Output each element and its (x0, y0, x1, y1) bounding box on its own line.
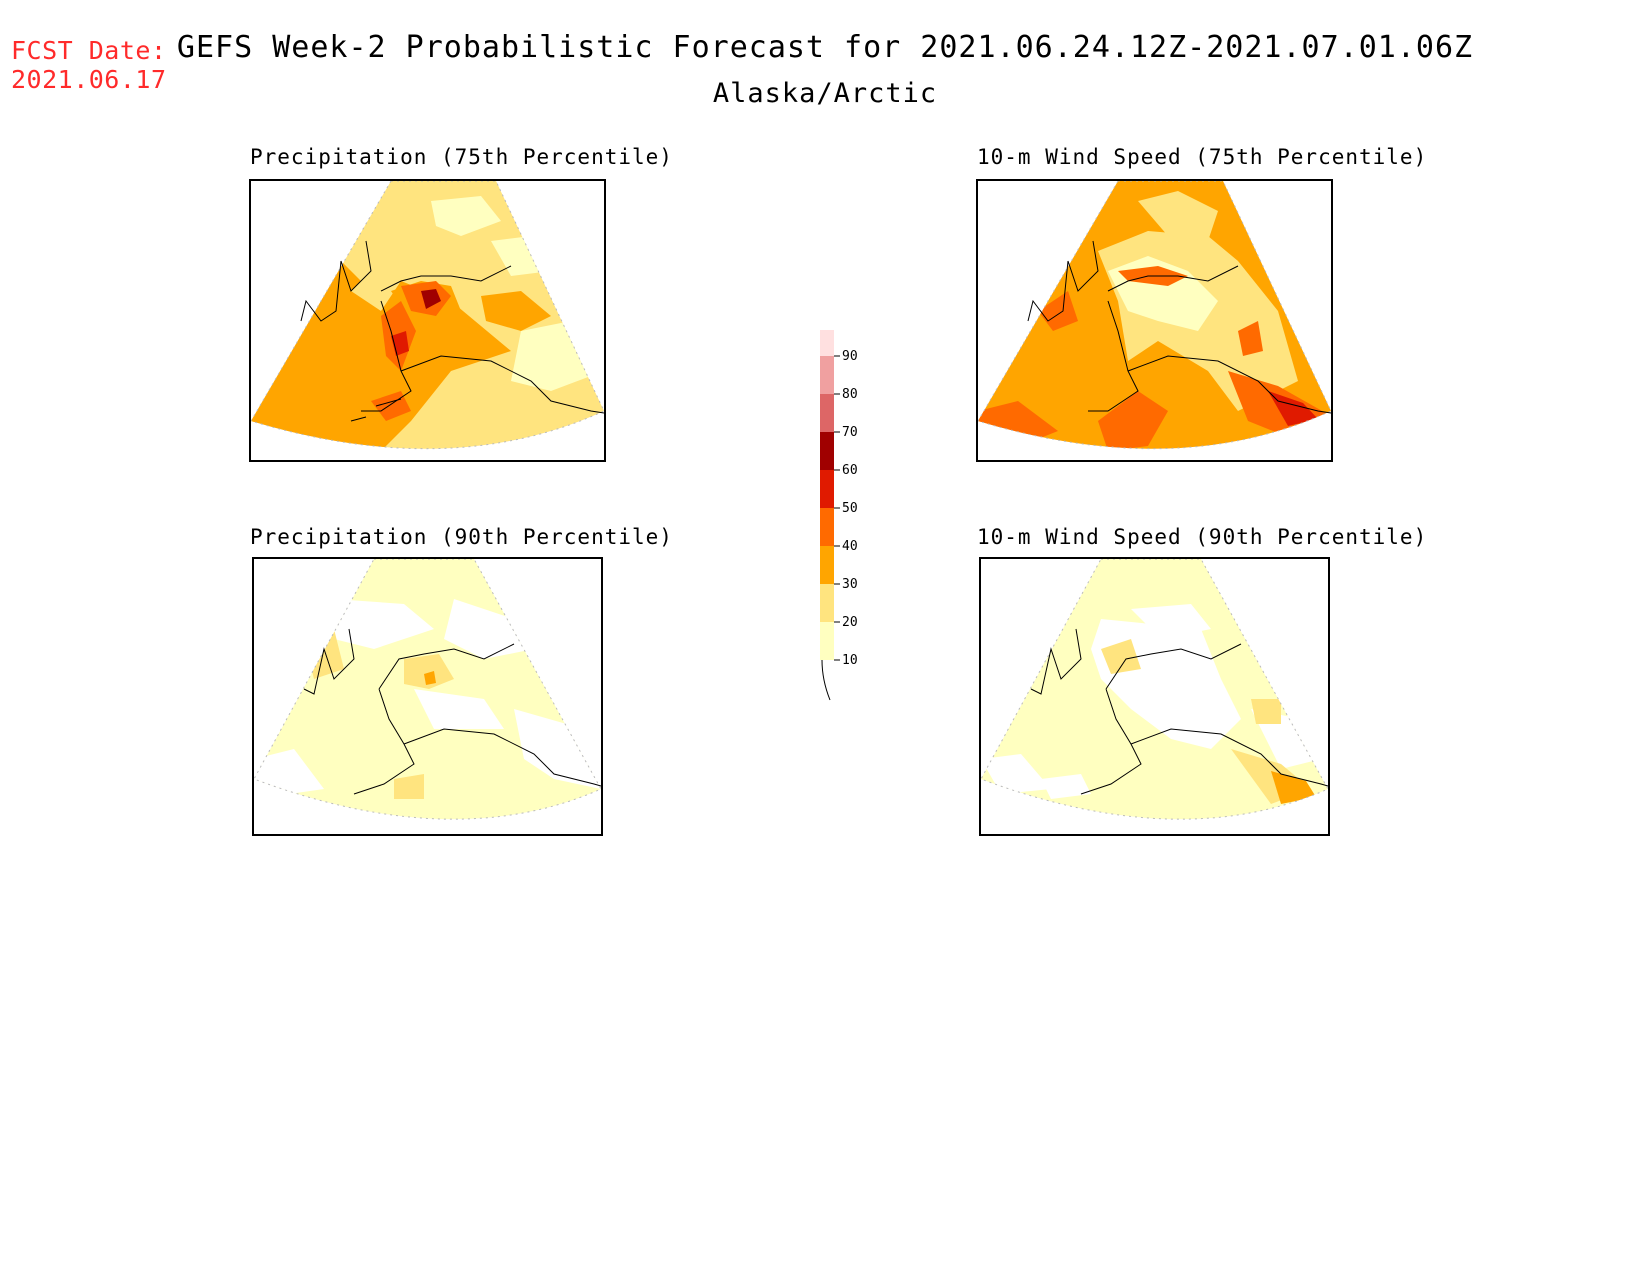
legend-tick-label: 90 (842, 349, 858, 364)
map-panel-wind-90 (979, 557, 1330, 836)
legend-swatch (820, 470, 834, 508)
legend-swatch (820, 432, 834, 470)
legend-swatch (820, 356, 834, 394)
legend-tick-label: 60 (842, 463, 858, 478)
fcst-date-value: 2021.06.17 (11, 65, 167, 94)
color-legend: 10 20 30 40 50 60 70 80 90 (820, 318, 900, 750)
legend-swatch (820, 394, 834, 432)
legend-swatch (820, 318, 834, 356)
panel-title-precip-90: Precipitation (90th Percentile) (250, 525, 673, 549)
legend-tick-label: 10 (842, 653, 858, 668)
legend-tick-label: 50 (842, 501, 858, 516)
map-panel-wind-75 (976, 179, 1333, 462)
map-panel-precip-75 (249, 179, 606, 462)
fcst-date-label: FCST Date: (11, 36, 167, 65)
legend-tick-label: 70 (842, 425, 858, 440)
legend-swatch (820, 508, 834, 546)
legend-tick-label: 30 (842, 577, 858, 592)
panel-title-precip-75: Precipitation (75th Percentile) (250, 145, 673, 169)
main-title: GEFS Week-2 Probabilistic Forecast for 2… (176, 30, 1474, 65)
legend-tick-label: 80 (842, 387, 858, 402)
legend-swatch (820, 546, 834, 584)
legend-swatch (820, 584, 834, 622)
legend-tick-label: 40 (842, 539, 858, 554)
map-panel-precip-90 (252, 557, 603, 836)
panel-title-wind-90: 10-m Wind Speed (90th Percentile) (977, 525, 1428, 549)
panel-title-wind-75: 10-m Wind Speed (75th Percentile) (977, 145, 1428, 169)
legend-tick-label: 20 (842, 615, 858, 630)
colorbar: 10 20 30 40 50 60 70 80 90 (820, 318, 858, 701)
region-subtitle: Alaska/Arctic (712, 78, 938, 109)
legend-swatch (820, 622, 834, 660)
